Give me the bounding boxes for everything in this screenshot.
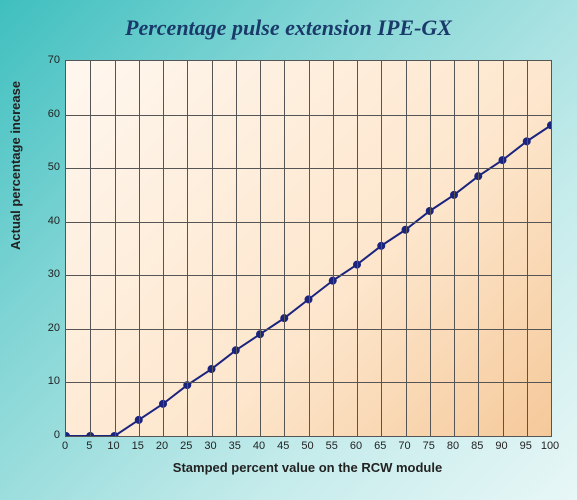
y-axis-label: Actual percentage increase xyxy=(8,81,23,250)
x-tick-label: 50 xyxy=(301,440,313,452)
x-tick-label: 90 xyxy=(495,440,507,452)
grid-vertical xyxy=(187,61,188,436)
grid-vertical xyxy=(212,61,213,436)
grid-vertical xyxy=(309,61,310,436)
grid-vertical xyxy=(260,61,261,436)
chart-title: Percentage pulse extension IPE-GX xyxy=(0,15,577,41)
x-tick-label: 60 xyxy=(350,440,362,452)
grid-horizontal xyxy=(66,222,551,223)
x-tick-label: 25 xyxy=(180,440,192,452)
grid-vertical xyxy=(333,61,334,436)
y-tick-label: 70 xyxy=(35,54,60,66)
plot-area xyxy=(65,60,552,437)
grid-vertical xyxy=(357,61,358,436)
x-tick-label: 35 xyxy=(229,440,241,452)
x-tick-label: 80 xyxy=(447,440,459,452)
x-tick-label: 100 xyxy=(541,440,559,452)
x-tick-label: 15 xyxy=(132,440,144,452)
grid-vertical xyxy=(406,61,407,436)
grid-vertical xyxy=(430,61,431,436)
x-tick-label: 55 xyxy=(326,440,338,452)
y-tick-label: 20 xyxy=(35,322,60,334)
x-tick-label: 40 xyxy=(253,440,265,452)
grid-horizontal xyxy=(66,115,551,116)
x-tick-label: 0 xyxy=(62,440,68,452)
grid-vertical xyxy=(115,61,116,436)
y-tick-label: 50 xyxy=(35,161,60,173)
grid-horizontal xyxy=(66,275,551,276)
grid-horizontal xyxy=(66,382,551,383)
grid-vertical xyxy=(139,61,140,436)
grid-horizontal xyxy=(66,329,551,330)
x-tick-label: 75 xyxy=(423,440,435,452)
grid-vertical xyxy=(236,61,237,436)
x-tick-label: 85 xyxy=(471,440,483,452)
y-tick-label: 0 xyxy=(35,429,60,441)
y-tick-label: 60 xyxy=(35,108,60,120)
grid-vertical xyxy=(454,61,455,436)
grid-horizontal xyxy=(66,168,551,169)
x-tick-label: 65 xyxy=(374,440,386,452)
x-tick-label: 5 xyxy=(86,440,92,452)
grid-vertical xyxy=(163,61,164,436)
grid-vertical xyxy=(503,61,504,436)
x-axis-label: Stamped percent value on the RCW module xyxy=(65,460,550,475)
x-tick-label: 70 xyxy=(398,440,410,452)
grid-vertical xyxy=(527,61,528,436)
y-tick-label: 40 xyxy=(35,215,60,227)
data-marker xyxy=(66,432,70,436)
y-tick-label: 30 xyxy=(35,268,60,280)
grid-vertical xyxy=(478,61,479,436)
y-tick-label: 10 xyxy=(35,375,60,387)
grid-vertical xyxy=(381,61,382,436)
x-tick-label: 30 xyxy=(204,440,216,452)
x-tick-label: 95 xyxy=(520,440,532,452)
x-tick-label: 20 xyxy=(156,440,168,452)
x-tick-label: 45 xyxy=(277,440,289,452)
grid-vertical xyxy=(90,61,91,436)
x-tick-label: 10 xyxy=(107,440,119,452)
grid-vertical xyxy=(284,61,285,436)
